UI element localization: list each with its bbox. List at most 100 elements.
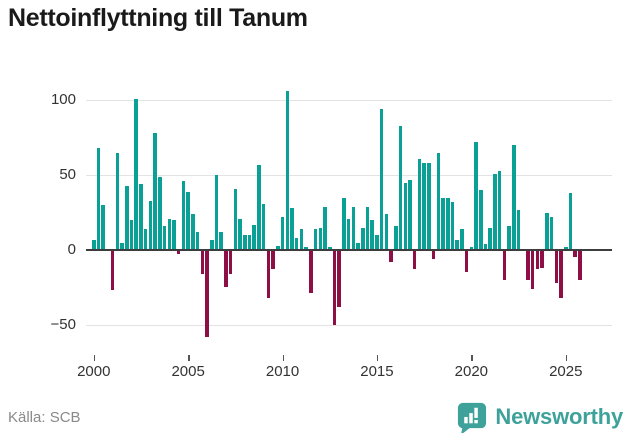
bar — [469, 247, 474, 250]
bar — [328, 247, 332, 250]
bar — [346, 218, 351, 250]
bar — [516, 209, 521, 250]
bar — [361, 227, 365, 250]
x-axis-label-2000: 2000 — [77, 363, 111, 380]
chart-title: Nettoinflyttning till Tanum — [8, 4, 308, 32]
y-axis-label-100: 100 — [50, 91, 76, 108]
bar — [502, 251, 507, 280]
gridline — [86, 100, 612, 101]
bar — [417, 158, 422, 250]
bar — [186, 191, 190, 250]
bar — [497, 170, 502, 250]
bar — [181, 181, 186, 250]
bar — [176, 251, 181, 254]
bar — [379, 109, 384, 250]
bar — [214, 175, 219, 250]
gridline — [86, 175, 612, 176]
bar — [224, 251, 228, 287]
bar — [483, 244, 488, 250]
bar — [446, 197, 450, 250]
bar — [110, 251, 115, 290]
bar — [115, 152, 120, 250]
bar — [356, 242, 360, 250]
bar — [200, 251, 205, 274]
x-axis-tick — [471, 355, 473, 361]
bar — [436, 152, 441, 250]
bar — [573, 251, 577, 257]
x-axis-tick — [282, 355, 285, 361]
bar — [143, 229, 148, 250]
newsworthy-wordmark: Newsworthy — [495, 403, 623, 429]
bar — [337, 251, 341, 307]
bar — [294, 238, 299, 250]
bar — [568, 193, 573, 250]
bar — [172, 220, 176, 250]
bar — [540, 251, 544, 268]
bar — [535, 251, 540, 269]
bar — [129, 220, 134, 250]
bar — [332, 251, 337, 325]
bar — [578, 251, 582, 280]
bar — [205, 251, 209, 337]
bar — [195, 232, 200, 250]
x-axis-tick — [188, 355, 190, 361]
bar — [271, 251, 275, 269]
y-axis-label-minus50: −50 — [50, 316, 76, 333]
y-axis-label-0: 0 — [67, 241, 76, 258]
bar — [304, 247, 308, 250]
gridline — [86, 325, 612, 326]
bar — [247, 235, 252, 250]
bar — [266, 251, 271, 298]
bar — [309, 251, 313, 293]
bar — [323, 206, 327, 250]
bar — [512, 145, 516, 250]
bar — [460, 229, 464, 250]
bar — [191, 214, 195, 250]
bar — [493, 173, 497, 250]
bar — [412, 251, 417, 269]
bar — [158, 176, 162, 250]
bar — [243, 235, 247, 250]
bar — [238, 218, 242, 250]
x-axis-tick — [376, 355, 379, 361]
bar — [219, 232, 223, 250]
bar — [403, 182, 408, 250]
speech-bubble-bar-chart-icon — [458, 402, 487, 433]
bar — [431, 251, 436, 259]
bar — [120, 242, 124, 250]
bar — [96, 148, 101, 250]
x-axis-tick — [565, 355, 568, 361]
bar — [408, 179, 412, 250]
bar — [280, 217, 285, 250]
bar — [422, 163, 426, 250]
x-axis-label-2015: 2015 — [360, 363, 394, 380]
bar — [384, 214, 389, 250]
bar — [233, 188, 238, 250]
bar — [441, 197, 445, 250]
bar — [134, 98, 138, 250]
bar — [559, 251, 563, 298]
bar — [530, 251, 535, 289]
bar — [148, 200, 153, 250]
bar — [375, 235, 379, 250]
bar — [101, 205, 105, 250]
bar — [370, 220, 374, 250]
bar — [342, 197, 346, 250]
bar — [261, 203, 266, 250]
bar — [299, 229, 304, 250]
bar — [139, 184, 143, 250]
x-axis-label-2005: 2005 — [171, 363, 205, 380]
bar — [398, 125, 403, 250]
newsworthy-logo[interactable]: Newsworthy — [455, 400, 623, 433]
bar — [285, 91, 290, 250]
bar — [464, 251, 469, 272]
x-axis-label-2020: 2020 — [454, 363, 489, 380]
bar — [252, 224, 256, 250]
bar — [257, 164, 261, 250]
zero-line — [86, 249, 612, 251]
bar — [210, 239, 214, 250]
bar — [162, 226, 167, 250]
bar — [125, 185, 129, 250]
bar — [549, 217, 554, 250]
plot-area: 100 50 0 −50 2000 2005 2010 2015 2020 20… — [51, 70, 612, 380]
